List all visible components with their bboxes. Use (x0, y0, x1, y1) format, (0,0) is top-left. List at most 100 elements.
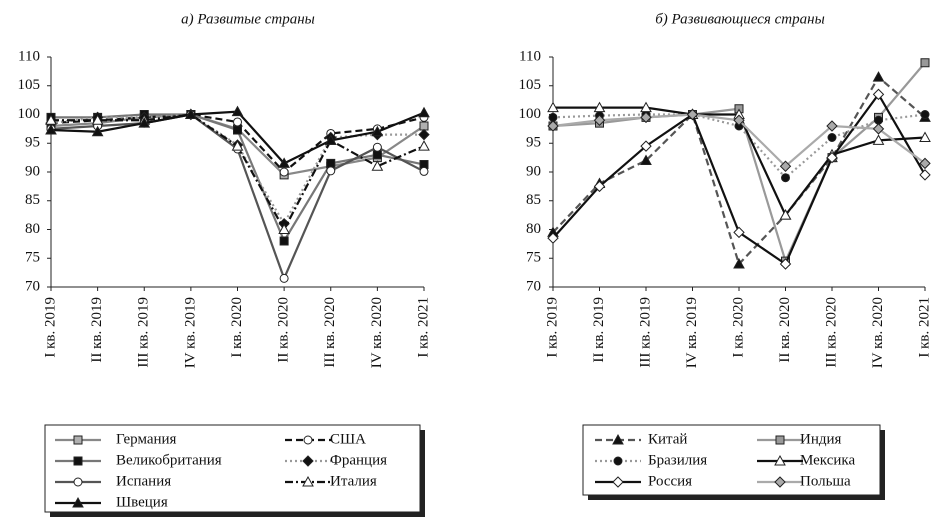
legend-label: Италия (330, 473, 377, 489)
chart-title: а) Развитые страны (181, 11, 315, 27)
marker (279, 273, 289, 283)
x-tick-label: I кв. 2021 (916, 297, 932, 358)
x-tick-label: II кв. 2020 (276, 297, 292, 363)
legend-label: Бразилия (648, 452, 707, 468)
marker (91, 114, 104, 125)
series-line (552, 113, 926, 180)
y-tick-label: 90 (25, 163, 40, 179)
x-tick-label: III кв. 2019 (136, 297, 152, 368)
marker (779, 209, 792, 220)
x-tick-label: IV кв. 2020 (369, 297, 385, 368)
marker (548, 112, 558, 122)
marker (302, 455, 314, 467)
marker (733, 226, 745, 239)
marker (872, 88, 885, 101)
marker (874, 115, 883, 125)
y-tick-label: 70 (25, 278, 40, 294)
marker (372, 142, 382, 152)
marker (779, 160, 792, 172)
y-tick-label: 85 (25, 192, 40, 208)
x-tick-label: I кв. 2021 (415, 297, 431, 358)
y-tick-label: 110 (519, 48, 541, 64)
marker (775, 435, 785, 445)
y-tick-label: 95 (25, 135, 40, 151)
marker (920, 110, 930, 119)
marker (920, 58, 930, 68)
y-tick-label: 100 (519, 106, 542, 122)
legend-label: Польша (800, 473, 851, 489)
x-tick-label: I кв. 2019 (544, 297, 560, 358)
legend-label: США (330, 431, 366, 447)
marker (779, 258, 792, 270)
legend-label: Испания (116, 473, 171, 489)
marker (774, 476, 786, 488)
marker (324, 134, 337, 145)
marker (640, 140, 652, 152)
marker (919, 157, 931, 170)
marker (872, 71, 885, 82)
marker (371, 160, 384, 171)
x-tick-label: III кв. 2019 (637, 297, 653, 368)
x-tick-label: III кв. 2020 (823, 297, 839, 368)
marker (612, 433, 624, 445)
marker (826, 120, 838, 132)
marker (418, 128, 430, 141)
marker (326, 166, 336, 176)
marker (640, 154, 652, 165)
marker (326, 158, 336, 168)
y-tick-label: 95 (526, 135, 541, 151)
x-tick-label: II кв. 2019 (89, 297, 105, 363)
y-tick-label: 80 (526, 221, 541, 237)
marker (371, 125, 384, 137)
x-tick-label: IV кв. 2019 (684, 297, 700, 368)
x-tick-label: III кв. 2020 (322, 297, 338, 368)
marker (547, 101, 559, 113)
legend-label: Швеция (116, 494, 168, 510)
marker (733, 257, 745, 269)
marker (233, 117, 242, 127)
marker (231, 140, 244, 151)
marker (279, 236, 289, 246)
marker (233, 125, 242, 135)
marker (45, 123, 57, 135)
y-tick-label: 70 (526, 278, 541, 294)
marker (872, 123, 885, 135)
marker (547, 232, 559, 244)
marker (826, 151, 838, 164)
x-tick-label: IV кв. 2020 (870, 297, 886, 368)
legend (582, 424, 881, 496)
marker (72, 496, 84, 508)
marker (593, 101, 606, 113)
marker (418, 140, 430, 151)
marker (686, 108, 699, 121)
marker (919, 131, 931, 142)
x-tick-label: II кв. 2019 (591, 297, 607, 363)
marker (419, 121, 429, 131)
y-tick-label: 100 (18, 106, 41, 122)
marker (278, 223, 290, 234)
marker (185, 108, 197, 119)
marker (372, 150, 382, 160)
marker (138, 117, 151, 128)
marker (613, 456, 623, 466)
legend-label: Мексика (800, 452, 855, 468)
y-tick-label: 80 (25, 221, 40, 237)
legend-label: Франция (330, 452, 387, 468)
marker (303, 435, 313, 445)
marker (919, 169, 931, 181)
marker (278, 157, 290, 168)
marker (827, 133, 837, 142)
x-tick-label: IV кв. 2019 (182, 297, 198, 368)
marker (640, 101, 652, 113)
legend-label: Россия (648, 473, 692, 489)
marker (418, 106, 430, 118)
series-line (50, 113, 425, 282)
y-tick-label: 105 (18, 77, 41, 93)
marker (612, 476, 624, 488)
y-tick-label: 75 (526, 250, 541, 266)
marker (733, 114, 745, 126)
x-tick-label: II кв. 2020 (777, 297, 793, 363)
marker (73, 477, 83, 487)
marker (781, 173, 790, 183)
